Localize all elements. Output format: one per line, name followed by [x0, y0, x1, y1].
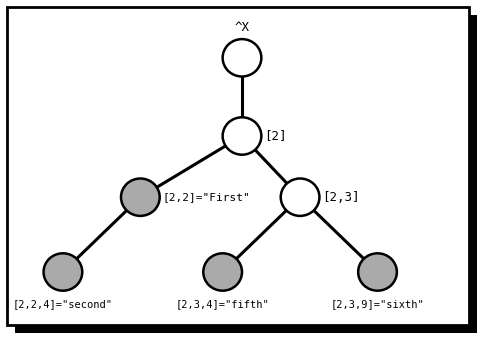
Text: [2,2]="First": [2,2]="First" [162, 192, 250, 202]
FancyBboxPatch shape [7, 7, 469, 325]
Text: [2,3,4]="fifth": [2,3,4]="fifth" [176, 299, 270, 309]
Ellipse shape [358, 253, 397, 291]
FancyBboxPatch shape [15, 15, 477, 333]
Ellipse shape [223, 39, 261, 76]
Text: [2,3,9]="sixth": [2,3,9]="sixth" [331, 299, 424, 309]
Text: [2,2,4]="second": [2,2,4]="second" [13, 299, 113, 309]
Ellipse shape [203, 253, 242, 291]
Ellipse shape [281, 178, 319, 216]
Text: ^X: ^X [235, 21, 249, 34]
Ellipse shape [44, 253, 82, 291]
Text: [2]: [2] [264, 130, 286, 142]
Ellipse shape [223, 117, 261, 155]
Text: [2,3]: [2,3] [322, 191, 359, 204]
Ellipse shape [121, 178, 160, 216]
